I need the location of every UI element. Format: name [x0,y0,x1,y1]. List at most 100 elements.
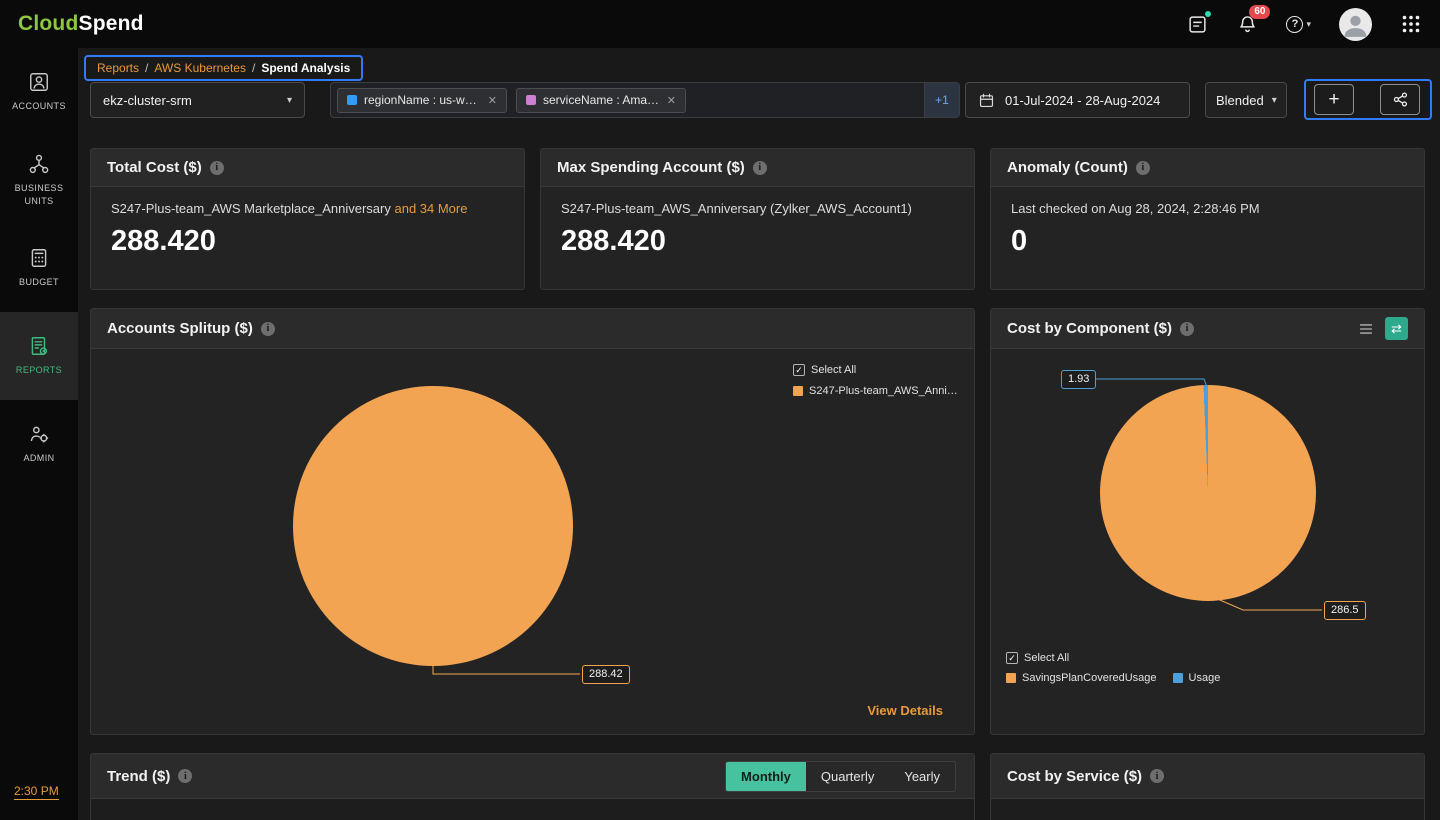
legend-label: SavingsPlanCoveredUsage [1022,672,1157,684]
chevron-down-icon: ▾ [286,94,292,106]
budget-icon [28,247,50,269]
anomaly-card: Anomaly (Count) i Last checked on Aug 28… [990,148,1425,290]
app-logo[interactable]: CloudSpend [18,12,144,36]
info-icon[interactable]: i [209,160,224,175]
notifications-bell-icon[interactable]: 60 [1236,5,1271,35]
sidebar-item-label: BUDGET [19,277,59,288]
info-icon[interactable]: i [752,160,767,175]
legend-label: Usage [1188,672,1221,684]
legend-items-row: SavingsPlanCoveredUsage Usage [1006,672,1220,684]
chip-color-swatch [347,95,357,105]
info-icon[interactable]: i [1180,321,1194,336]
plus-icon: + [1328,89,1340,110]
top-bar: CloudSpend 60 ? ▾ [0,0,1440,48]
legend-item[interactable]: S247-Plus-team_AWS_Annivers... [793,385,959,397]
report-actions-group: + [1304,79,1432,120]
card-body: Last checked on Aug 28, 2024, 2:28:46 PM… [991,187,1424,258]
card-title: Max Spending Account ($) [557,159,745,176]
tab-quarterly[interactable]: Quarterly [820,768,875,784]
sidebar-item-budget[interactable]: BUDGET [0,224,78,312]
sidebar-item-admin[interactable]: ADMIN [0,400,78,488]
date-range-picker[interactable]: 01-Jul-2024 - 28-Aug-2024 [965,82,1190,118]
topbar-actions: 60 ? ▾ [1186,5,1422,41]
select-all-legend[interactable]: ✓ Select All [793,364,959,376]
cluster-select[interactable]: ekz-cluster-srm ▾ [90,82,305,118]
checkbox-checked-icon[interactable]: ✓ [1006,652,1018,664]
legend-label: S247-Plus-team_AWS_Annivers... [809,385,959,397]
card-header: Accounts Splitup ($) i [91,309,974,349]
sidebar-item-label: ADMIN [23,453,55,464]
legend-color-swatch [1006,673,1016,683]
select-all-legend[interactable]: ✓ Select All [1006,652,1220,664]
reports-icon [28,335,50,357]
kpi-value: 0 [1011,225,1028,257]
feedback-icon[interactable] [1186,10,1213,35]
share-button[interactable] [1380,84,1420,115]
chart-toggle-icon[interactable]: ⇄ [1385,317,1408,340]
card-header: Cost by Component ($) i ⇄ [991,309,1424,349]
card-title: Total Cost ($) [107,159,202,176]
close-icon[interactable]: ✕ [666,94,676,107]
filter-chip-bar[interactable]: regionName : us-wes... ✕ serviceName : A… [330,82,960,118]
breadcrumb-separator: / [251,61,256,75]
info-icon[interactable]: i [260,321,275,336]
chip-label: serviceName : Amaz... [543,93,660,107]
accounts-pie[interactable] [293,386,573,666]
business-units-icon [28,153,50,175]
kpi-more-link[interactable]: and 34 More [394,201,468,216]
tab-yearly[interactable]: Yearly [904,768,940,784]
table-view-icon[interactable] [1357,320,1375,338]
legend-item[interactable]: SavingsPlanCoveredUsage [1006,672,1157,684]
breadcrumb-reports-link[interactable]: Reports [97,61,140,75]
help-icon[interactable]: ? ▾ [1286,13,1311,35]
kpi-account-name: S247-Plus-team_AWS_Anniversary (Zylker_A… [561,201,912,216]
more-filters-button[interactable]: +1 [924,83,959,117]
total-cost-card: Total Cost ($) i S247-Plus-team_AWS Mark… [90,148,525,290]
view-details-link[interactable]: View Details [867,703,943,718]
sidebar-item-accounts[interactable]: ACCOUNTS [0,48,78,136]
max-spending-card: Max Spending Account ($) i S247-Plus-tea… [540,148,975,290]
legend-item[interactable]: Usage [1172,672,1221,684]
sidebar-item-label: REPORTS [15,365,63,376]
card-title: Trend ($) [107,767,171,785]
close-icon[interactable]: ✕ [487,94,497,107]
logo-cloud: Cloud [18,12,79,35]
charts-row: Accounts Splitup ($) i 288.42 ✓ Select A… [90,308,1425,735]
cluster-select-value: ekz-cluster-srm [103,92,192,108]
kpi-value: 288.420 [561,225,666,257]
sidebar-item-label: BUSINESS UNITS [14,183,64,206]
checkbox-checked-icon[interactable]: ✓ [793,364,805,376]
logo-spend: Spend [78,12,144,35]
card-title: Anomaly (Count) [1007,159,1128,176]
cost-by-component-card: Cost by Component ($) i ⇄ 1.93 [990,308,1425,735]
accounts-splitup-chart: 288.42 ✓ Select All S247-Plus-team_AWS_A… [91,349,974,734]
sidebar-item-business-units[interactable]: BUSINESS UNITS [0,136,78,224]
avatar[interactable] [1339,7,1372,41]
info-icon[interactable]: i [178,769,193,783]
trend-period-tabs: Monthly Quarterly Yearly [725,760,956,792]
filter-chip-region[interactable]: regionName : us-wes... ✕ [337,87,507,113]
add-widget-button[interactable]: + [1314,84,1354,115]
new-update-dot [1204,10,1213,18]
chart-legend: ✓ Select All SavingsPlanCoveredUsage Usa… [1006,652,1220,684]
card-body: S247-Plus-team_AWS Marketplace_Anniversa… [91,187,524,258]
breadcrumb-report-name-link[interactable]: AWS Kubernetes [154,61,246,75]
share-icon [1393,92,1407,107]
cost-type-select[interactable]: Blended ▾ [1205,82,1287,118]
trend-chart-area [91,799,974,820]
info-icon[interactable]: i [1135,160,1150,175]
card-header: Anomaly (Count) i [991,149,1424,187]
clock-link[interactable]: 2:30 PM [14,784,59,800]
sidebar-item-reports[interactable]: REPORTS [0,312,78,400]
cost-by-component-chart: 1.93 286.5 ✓ Select All SavingsPlanCover… [991,349,1424,734]
component-pie[interactable] [1100,385,1316,601]
kpi-row: Total Cost ($) i S247-Plus-team_AWS Mark… [90,148,1425,290]
apps-grid-icon[interactable] [1400,13,1422,35]
tab-monthly[interactable]: Monthly [726,761,806,791]
card-title: Cost by Service ($) [1007,767,1143,785]
info-icon[interactable]: i [1150,769,1165,783]
card-title: Cost by Component ($) [1007,320,1172,337]
question-mark-icon: ? [1286,15,1304,33]
card-header: Total Cost ($) i [91,149,524,187]
filter-chip-service[interactable]: serviceName : Amaz... ✕ [516,87,686,113]
